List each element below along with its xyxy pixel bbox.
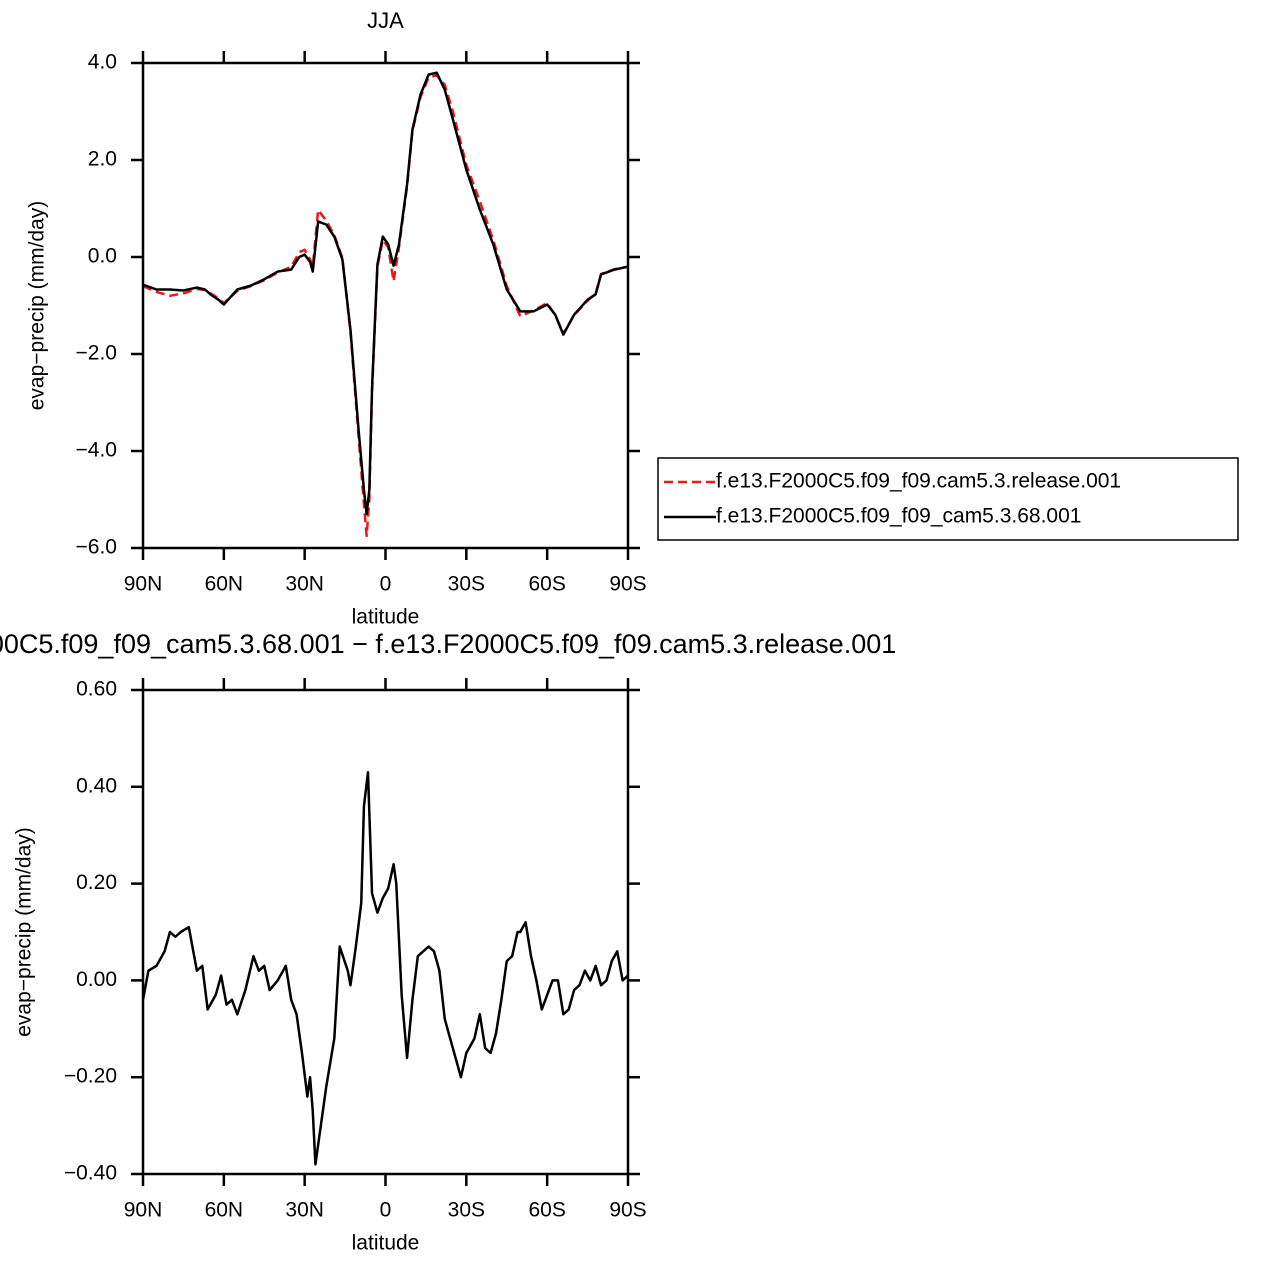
x-tick-label: 60S bbox=[528, 573, 565, 596]
x-tick-label: 30S bbox=[448, 573, 485, 596]
chart: JJA latitude evap−precip (mm/day) 90N 60N 30N… bbox=[26, 8, 1239, 629]
x-tick-label: 90N bbox=[124, 573, 163, 596]
y-tick-label: 0.0 bbox=[88, 245, 117, 268]
x-tick-label: 0 bbox=[380, 573, 392, 596]
chart-title: f.e13.F2000C5.f09_f09_cam5.3.68.001 − f.… bbox=[0, 629, 896, 659]
series-line bbox=[142, 71, 629, 516]
y-tick-label: 4.0 bbox=[88, 51, 117, 74]
y-tick-label: 0.00 bbox=[76, 968, 117, 991]
y-tick-label: 2.0 bbox=[88, 148, 117, 171]
chart: f.e13.F2000C5.f09_f09_cam5.3.68.001 − f.… bbox=[0, 629, 896, 1254]
x-tick-label: 90N bbox=[124, 1199, 163, 1222]
y-tick-label: −0.40 bbox=[64, 1162, 117, 1185]
legend: f.e13.F2000C5.f09_f09.cam5.3.release.001… bbox=[657, 457, 1239, 541]
x-tick-label: 30S bbox=[448, 1199, 485, 1222]
y-axis-label: evap−precip (mm/day) bbox=[13, 827, 36, 1037]
series-line bbox=[141, 771, 629, 1166]
x-tick-label: 60N bbox=[205, 1199, 244, 1222]
y-axis-label: evap−precip (mm/day) bbox=[26, 201, 49, 411]
x-tick-label: 90S bbox=[609, 1199, 646, 1222]
legend-box bbox=[657, 457, 1239, 541]
plot-frame bbox=[141, 61, 630, 550]
y-tick-label: −2.0 bbox=[76, 342, 117, 365]
y-tick-label: −6.0 bbox=[76, 536, 117, 559]
y-tick-label: 0.60 bbox=[76, 678, 117, 701]
chart-title: JJA bbox=[367, 8, 404, 33]
x-axis-label: latitude bbox=[352, 1232, 420, 1255]
legend-label: f.e13.F2000C5.f09_f09_cam5.3.68.001 bbox=[716, 505, 1081, 528]
y-tick-label: −4.0 bbox=[76, 439, 117, 462]
y-tick-label: −0.20 bbox=[64, 1065, 117, 1088]
x-tick-label: 30N bbox=[285, 573, 324, 596]
y-tick-label: 0.40 bbox=[76, 774, 117, 797]
y-tick-label: 0.20 bbox=[76, 871, 117, 894]
x-tick-label: 0 bbox=[380, 1199, 392, 1222]
plot-frame bbox=[141, 688, 630, 1176]
series-line bbox=[142, 73, 629, 538]
legend-label: f.e13.F2000C5.f09_f09.cam5.3.release.001 bbox=[716, 470, 1121, 493]
x-tick-label: 60S bbox=[528, 1199, 565, 1222]
x-axis-label: latitude bbox=[352, 606, 420, 629]
x-tick-label: 30N bbox=[285, 1199, 324, 1222]
x-tick-label: 60N bbox=[205, 573, 244, 596]
x-tick-label: 90S bbox=[609, 573, 646, 596]
